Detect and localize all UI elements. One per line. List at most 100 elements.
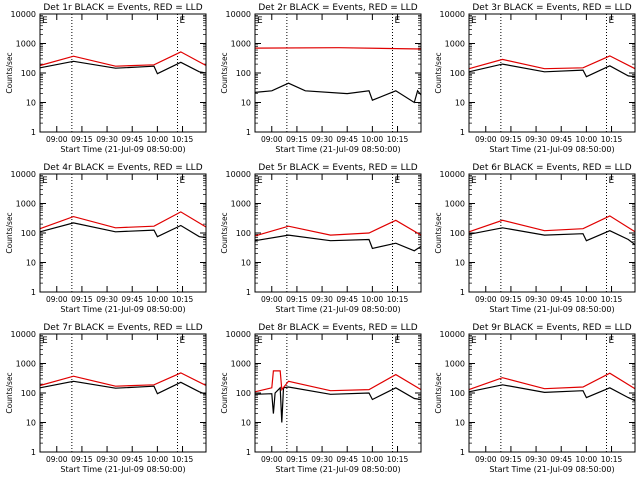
- corner-label: E: [42, 176, 48, 186]
- plot-frame: [468, 333, 636, 453]
- x-tick-label: 09:45: [336, 295, 358, 304]
- corner-label: E: [471, 176, 477, 186]
- y-tick-label: 1: [246, 448, 251, 457]
- x-tick-label: 09:45: [550, 295, 572, 304]
- series-events-line: [39, 222, 207, 239]
- panel-title: Det 2r BLACK = Events, RED = LLD: [258, 3, 417, 13]
- y-tick-label: 10: [26, 99, 36, 108]
- y-tick-label: 10000: [440, 170, 465, 179]
- y-tick-label: 10: [241, 259, 251, 268]
- y-tick-label: 1: [246, 128, 251, 137]
- y-tick-label: 10000: [440, 10, 465, 19]
- series-lld-line: [254, 219, 422, 237]
- x-tick-label: 09:15: [71, 135, 93, 144]
- x-tick-label: 09:30: [311, 455, 333, 464]
- corner-label: E: [179, 16, 185, 26]
- y-tick-label: 100: [21, 389, 36, 398]
- x-tick-label: 10:00: [362, 455, 384, 464]
- x-tick-label: 09:00: [475, 295, 497, 304]
- y-tick-label: 10000: [226, 330, 251, 339]
- detector-panel-6: Det 6r BLACK = Events, RED = LLD 1 10 100 10…: [434, 163, 636, 314]
- series-lld-line: [39, 372, 207, 387]
- corner-label: E: [394, 16, 400, 26]
- y-tick-label: 1000: [16, 200, 36, 209]
- corner-label: E: [257, 16, 263, 26]
- x-axis-label: Start Time (21-Jul-09 08:50:00): [275, 145, 400, 154]
- x-axis-label: Start Time (21-Jul-09 08:50:00): [60, 465, 185, 474]
- detector-panel-1: Det 1r BLACK = Events, RED = LLD 1 10 100 10…: [5, 3, 207, 154]
- x-tick-label: 10:00: [362, 135, 384, 144]
- x-tick-label: 10:00: [576, 135, 598, 144]
- x-tick-label: 10:15: [601, 295, 623, 304]
- y-tick-label: 10000: [11, 170, 36, 179]
- x-tick-label: 09:45: [121, 295, 143, 304]
- corner-label: E: [257, 176, 263, 186]
- x-tick-label: 10:00: [147, 295, 169, 304]
- x-tick-label: 09:30: [525, 135, 547, 144]
- y-tick-label: 1000: [231, 360, 251, 369]
- y-tick-label: 100: [450, 69, 465, 78]
- y-tick-label: 10000: [11, 330, 36, 339]
- corner-label: E: [394, 336, 400, 346]
- x-tick-label: 09:30: [96, 135, 118, 144]
- series-lld-line: [468, 372, 636, 391]
- x-tick-label: 09:45: [121, 135, 143, 144]
- x-tick-label: 10:15: [387, 295, 409, 304]
- y-axis-label: Counts/sec: [434, 372, 443, 413]
- y-axis-label: Counts/sec: [5, 372, 14, 413]
- x-axis-label: Start Time (21-Jul-09 08:50:00): [489, 465, 614, 474]
- detector-panel-5: Det 5r BLACK = Events, RED = LLD 1 10 100 10…: [220, 163, 422, 314]
- y-axis-label: Counts/sec: [220, 212, 229, 253]
- panel-title: Det 5r BLACK = Events, RED = LLD: [258, 163, 417, 173]
- x-tick-label: 09:00: [475, 455, 497, 464]
- detector-panel-9: Det 9r BLACK = Events, RED = LLD 1 10 100 10…: [434, 323, 636, 474]
- y-tick-label: 100: [21, 69, 36, 78]
- x-tick-label: 09:00: [475, 135, 497, 144]
- y-tick-label: 10: [26, 259, 36, 268]
- y-axis-label: Counts/sec: [220, 372, 229, 413]
- y-tick-label: 1000: [445, 200, 465, 209]
- y-tick-label: 1: [460, 448, 465, 457]
- x-tick-label: 09:00: [46, 455, 68, 464]
- x-tick-label: 09:45: [336, 135, 358, 144]
- corner-label: E: [42, 16, 48, 26]
- panel-title: Det 7r BLACK = Events, RED = LLD: [43, 323, 202, 333]
- plot-frame: [468, 13, 636, 133]
- panel-title: Det 1r BLACK = Events, RED = LLD: [43, 3, 202, 13]
- series-events-line: [254, 234, 422, 252]
- y-tick-label: 1000: [445, 360, 465, 369]
- corner-label: E: [471, 336, 477, 346]
- x-tick-label: 10:00: [147, 455, 169, 464]
- x-tick-label: 10:00: [576, 295, 598, 304]
- y-tick-label: 10: [455, 419, 465, 428]
- series-events-line: [39, 380, 207, 395]
- x-tick-label: 10:00: [147, 135, 169, 144]
- x-tick-label: 10:15: [172, 455, 194, 464]
- x-tick-label: 09:45: [550, 455, 572, 464]
- y-tick-label: 10: [241, 99, 251, 108]
- x-tick-label: 10:15: [172, 135, 194, 144]
- corner-label: E: [42, 336, 48, 346]
- y-tick-label: 100: [450, 229, 465, 238]
- y-tick-label: 1: [31, 128, 36, 137]
- x-tick-label: 09:15: [286, 135, 308, 144]
- y-tick-label: 1000: [445, 40, 465, 49]
- series-lld-line: [254, 370, 422, 393]
- detector-panel-4: Det 4r BLACK = Events, RED = LLD 1 10 100 10…: [5, 163, 207, 314]
- x-tick-label: 09:15: [286, 295, 308, 304]
- y-axis-label: Counts/sec: [434, 52, 443, 93]
- x-tick-label: 09:45: [336, 455, 358, 464]
- x-tick-label: 10:15: [387, 455, 409, 464]
- panel-title: Det 4r BLACK = Events, RED = LLD: [43, 163, 202, 173]
- x-tick-label: 09:15: [71, 295, 93, 304]
- series-lld-line: [39, 211, 207, 230]
- x-tick-label: 10:15: [172, 295, 194, 304]
- y-tick-label: 1: [460, 128, 465, 137]
- y-tick-label: 100: [236, 229, 251, 238]
- y-axis-label: Counts/sec: [434, 212, 443, 253]
- y-tick-label: 10: [455, 259, 465, 268]
- x-tick-label: 09:15: [500, 295, 522, 304]
- x-axis-label: Start Time (21-Jul-09 08:50:00): [275, 465, 400, 474]
- x-tick-label: 09:45: [121, 455, 143, 464]
